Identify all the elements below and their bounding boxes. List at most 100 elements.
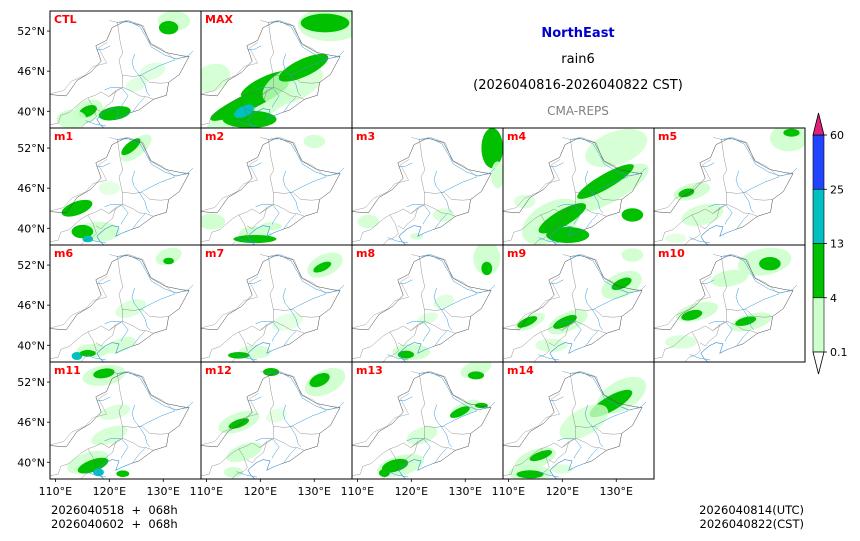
coastline (96, 225, 132, 245)
panel-m13: m13 (351, 361, 504, 480)
coastline (247, 459, 283, 479)
precip-area (538, 203, 587, 234)
panel-label: m5 (658, 130, 677, 143)
national-border (352, 371, 492, 464)
river (96, 279, 111, 285)
international-border (352, 159, 410, 212)
province-border (382, 331, 399, 362)
river (116, 138, 194, 177)
panel-CTL: CTL (49, 10, 202, 129)
coastline (549, 225, 585, 245)
lat-tick-label: 40°N (17, 456, 45, 469)
panel-m10: m10 (653, 244, 806, 363)
river (387, 237, 409, 244)
river (267, 372, 345, 411)
panel-map (201, 134, 345, 245)
river (689, 354, 711, 361)
river (283, 214, 297, 229)
province-border (540, 256, 576, 333)
river (569, 255, 647, 294)
panel-map (503, 371, 647, 479)
precip-area (71, 352, 83, 360)
province-border (382, 448, 399, 479)
province-border (397, 207, 418, 230)
precip-area (98, 181, 121, 195)
international-border (352, 276, 410, 329)
panel-m3: m3 (351, 127, 504, 246)
province-border (352, 448, 390, 476)
river (549, 162, 564, 168)
precip-area (449, 406, 470, 418)
lat-tick-label: 40°N (17, 222, 45, 235)
international-border (201, 393, 259, 446)
precip-area (125, 77, 147, 92)
panel-label: m10 (658, 247, 685, 260)
province-border (122, 426, 169, 435)
precip-area (681, 203, 724, 227)
river (708, 320, 733, 342)
province-border (389, 373, 425, 450)
national-border (503, 371, 643, 464)
colorbar-tick-label: 0.1 (830, 346, 848, 359)
river (538, 471, 560, 478)
river (247, 45, 262, 51)
national-border (352, 137, 492, 230)
river (116, 255, 194, 294)
province-border (691, 256, 727, 333)
province-border (231, 331, 248, 362)
province-border (246, 207, 267, 230)
river (406, 437, 431, 459)
precip-area (406, 426, 438, 445)
river (441, 309, 452, 331)
precip-area (410, 233, 424, 240)
river (398, 162, 413, 168)
province-border (533, 214, 550, 245)
precip-area (513, 194, 536, 209)
national-border (503, 254, 643, 347)
coastline (700, 225, 736, 245)
river (247, 396, 262, 402)
river (569, 372, 647, 411)
coastline (96, 108, 132, 128)
precip-area (120, 134, 152, 162)
panel-m2: m2 (200, 127, 353, 246)
coastline (398, 225, 434, 245)
panel-map (503, 128, 649, 245)
province-border (540, 373, 576, 450)
river (387, 471, 409, 478)
river (418, 255, 496, 294)
province-border (201, 97, 239, 125)
colorbar-tick-label: 4 (830, 292, 837, 305)
river (283, 331, 297, 346)
lon-tick-label: 120°E (93, 485, 126, 498)
lon-tick-label: 110°E (341, 485, 374, 498)
panel-label: m13 (356, 364, 383, 377)
river (267, 21, 345, 60)
panel-grid: CTL MAX m1 m2 m3 m4 m5 m6 m7 m8 m9 m10 m11 m12 m13 m14 (49, 10, 806, 480)
precip-area (201, 63, 231, 93)
panel-label: MAX (205, 13, 233, 26)
province-border (87, 22, 123, 99)
river (236, 120, 258, 127)
river (538, 237, 560, 244)
river (418, 138, 496, 177)
panel-m9: m9 (502, 244, 655, 363)
lat-tick-label: 40°N (17, 339, 45, 352)
international-border (503, 393, 561, 446)
lon-tick-label: 110°E (190, 485, 223, 498)
precip-area (121, 138, 141, 156)
colorbar-under-arrow (812, 351, 825, 375)
panel-m8: m8 (351, 244, 504, 363)
river (132, 214, 146, 229)
precip-area (481, 261, 493, 276)
precip-area (681, 309, 703, 321)
lon-tick-label: 120°E (546, 485, 579, 498)
coastline (96, 459, 132, 479)
river (557, 203, 582, 225)
national-border (201, 254, 341, 347)
panel-frame (502, 361, 655, 480)
province-border (548, 324, 569, 347)
river (283, 448, 297, 463)
river (96, 162, 111, 168)
province-border (654, 214, 692, 242)
